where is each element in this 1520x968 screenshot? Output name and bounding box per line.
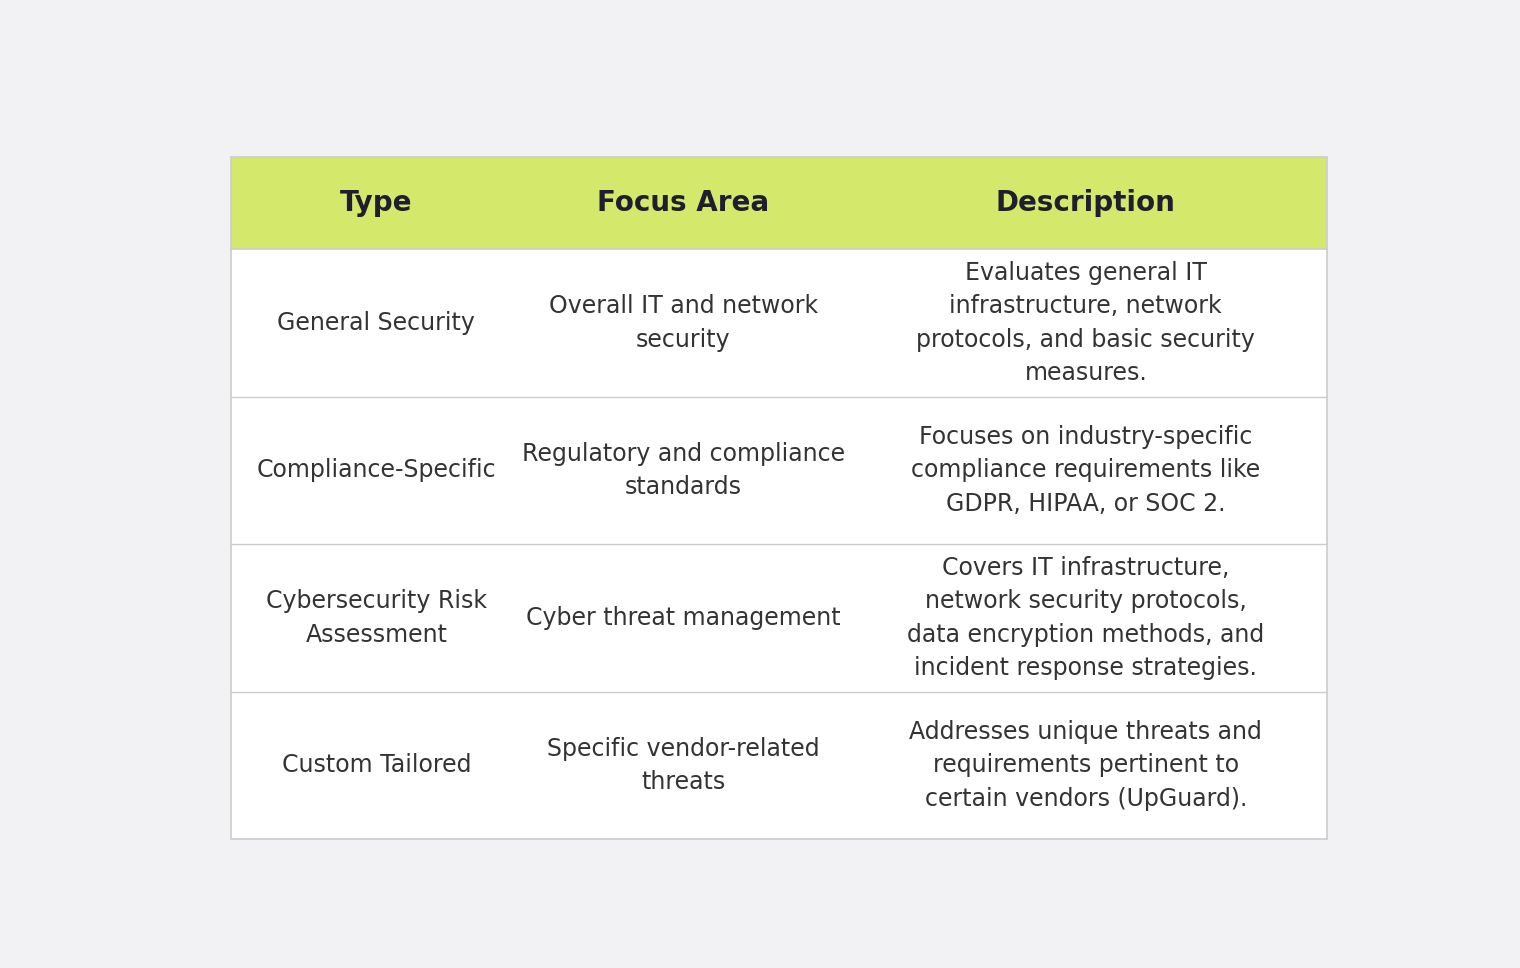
Text: Addresses unique threats and
requirements pertinent to
certain vendors (UpGuard): Addresses unique threats and requirement… (909, 720, 1262, 811)
Text: Focuses on industry-specific
compliance requirements like
GDPR, HIPAA, or SOC 2.: Focuses on industry-specific compliance … (910, 425, 1260, 516)
Text: Type: Type (340, 189, 412, 217)
Text: Overall IT and network
security: Overall IT and network security (549, 294, 818, 351)
Text: Description: Description (996, 189, 1175, 217)
Text: Custom Tailored: Custom Tailored (281, 753, 471, 777)
FancyBboxPatch shape (231, 157, 1327, 249)
Text: Regulatory and compliance
standards: Regulatory and compliance standards (521, 441, 845, 499)
Text: Specific vendor-related
threats: Specific vendor-related threats (547, 737, 819, 794)
FancyBboxPatch shape (231, 157, 1327, 839)
Text: Focus Area: Focus Area (597, 189, 769, 217)
Text: General Security: General Security (278, 311, 476, 335)
FancyBboxPatch shape (231, 397, 1327, 544)
Text: Evaluates general IT
infrastructure, network
protocols, and basic security
measu: Evaluates general IT infrastructure, net… (917, 260, 1256, 385)
FancyBboxPatch shape (231, 249, 1327, 397)
Text: Compliance-Specific: Compliance-Specific (257, 459, 496, 482)
Text: Cybersecurity Risk
Assessment: Cybersecurity Risk Assessment (266, 590, 486, 647)
FancyBboxPatch shape (231, 692, 1327, 839)
FancyBboxPatch shape (231, 544, 1327, 692)
Text: Covers IT infrastructure,
network security protocols,
data encryption methods, a: Covers IT infrastructure, network securi… (907, 556, 1265, 681)
Text: Cyber threat management: Cyber threat management (526, 606, 841, 630)
